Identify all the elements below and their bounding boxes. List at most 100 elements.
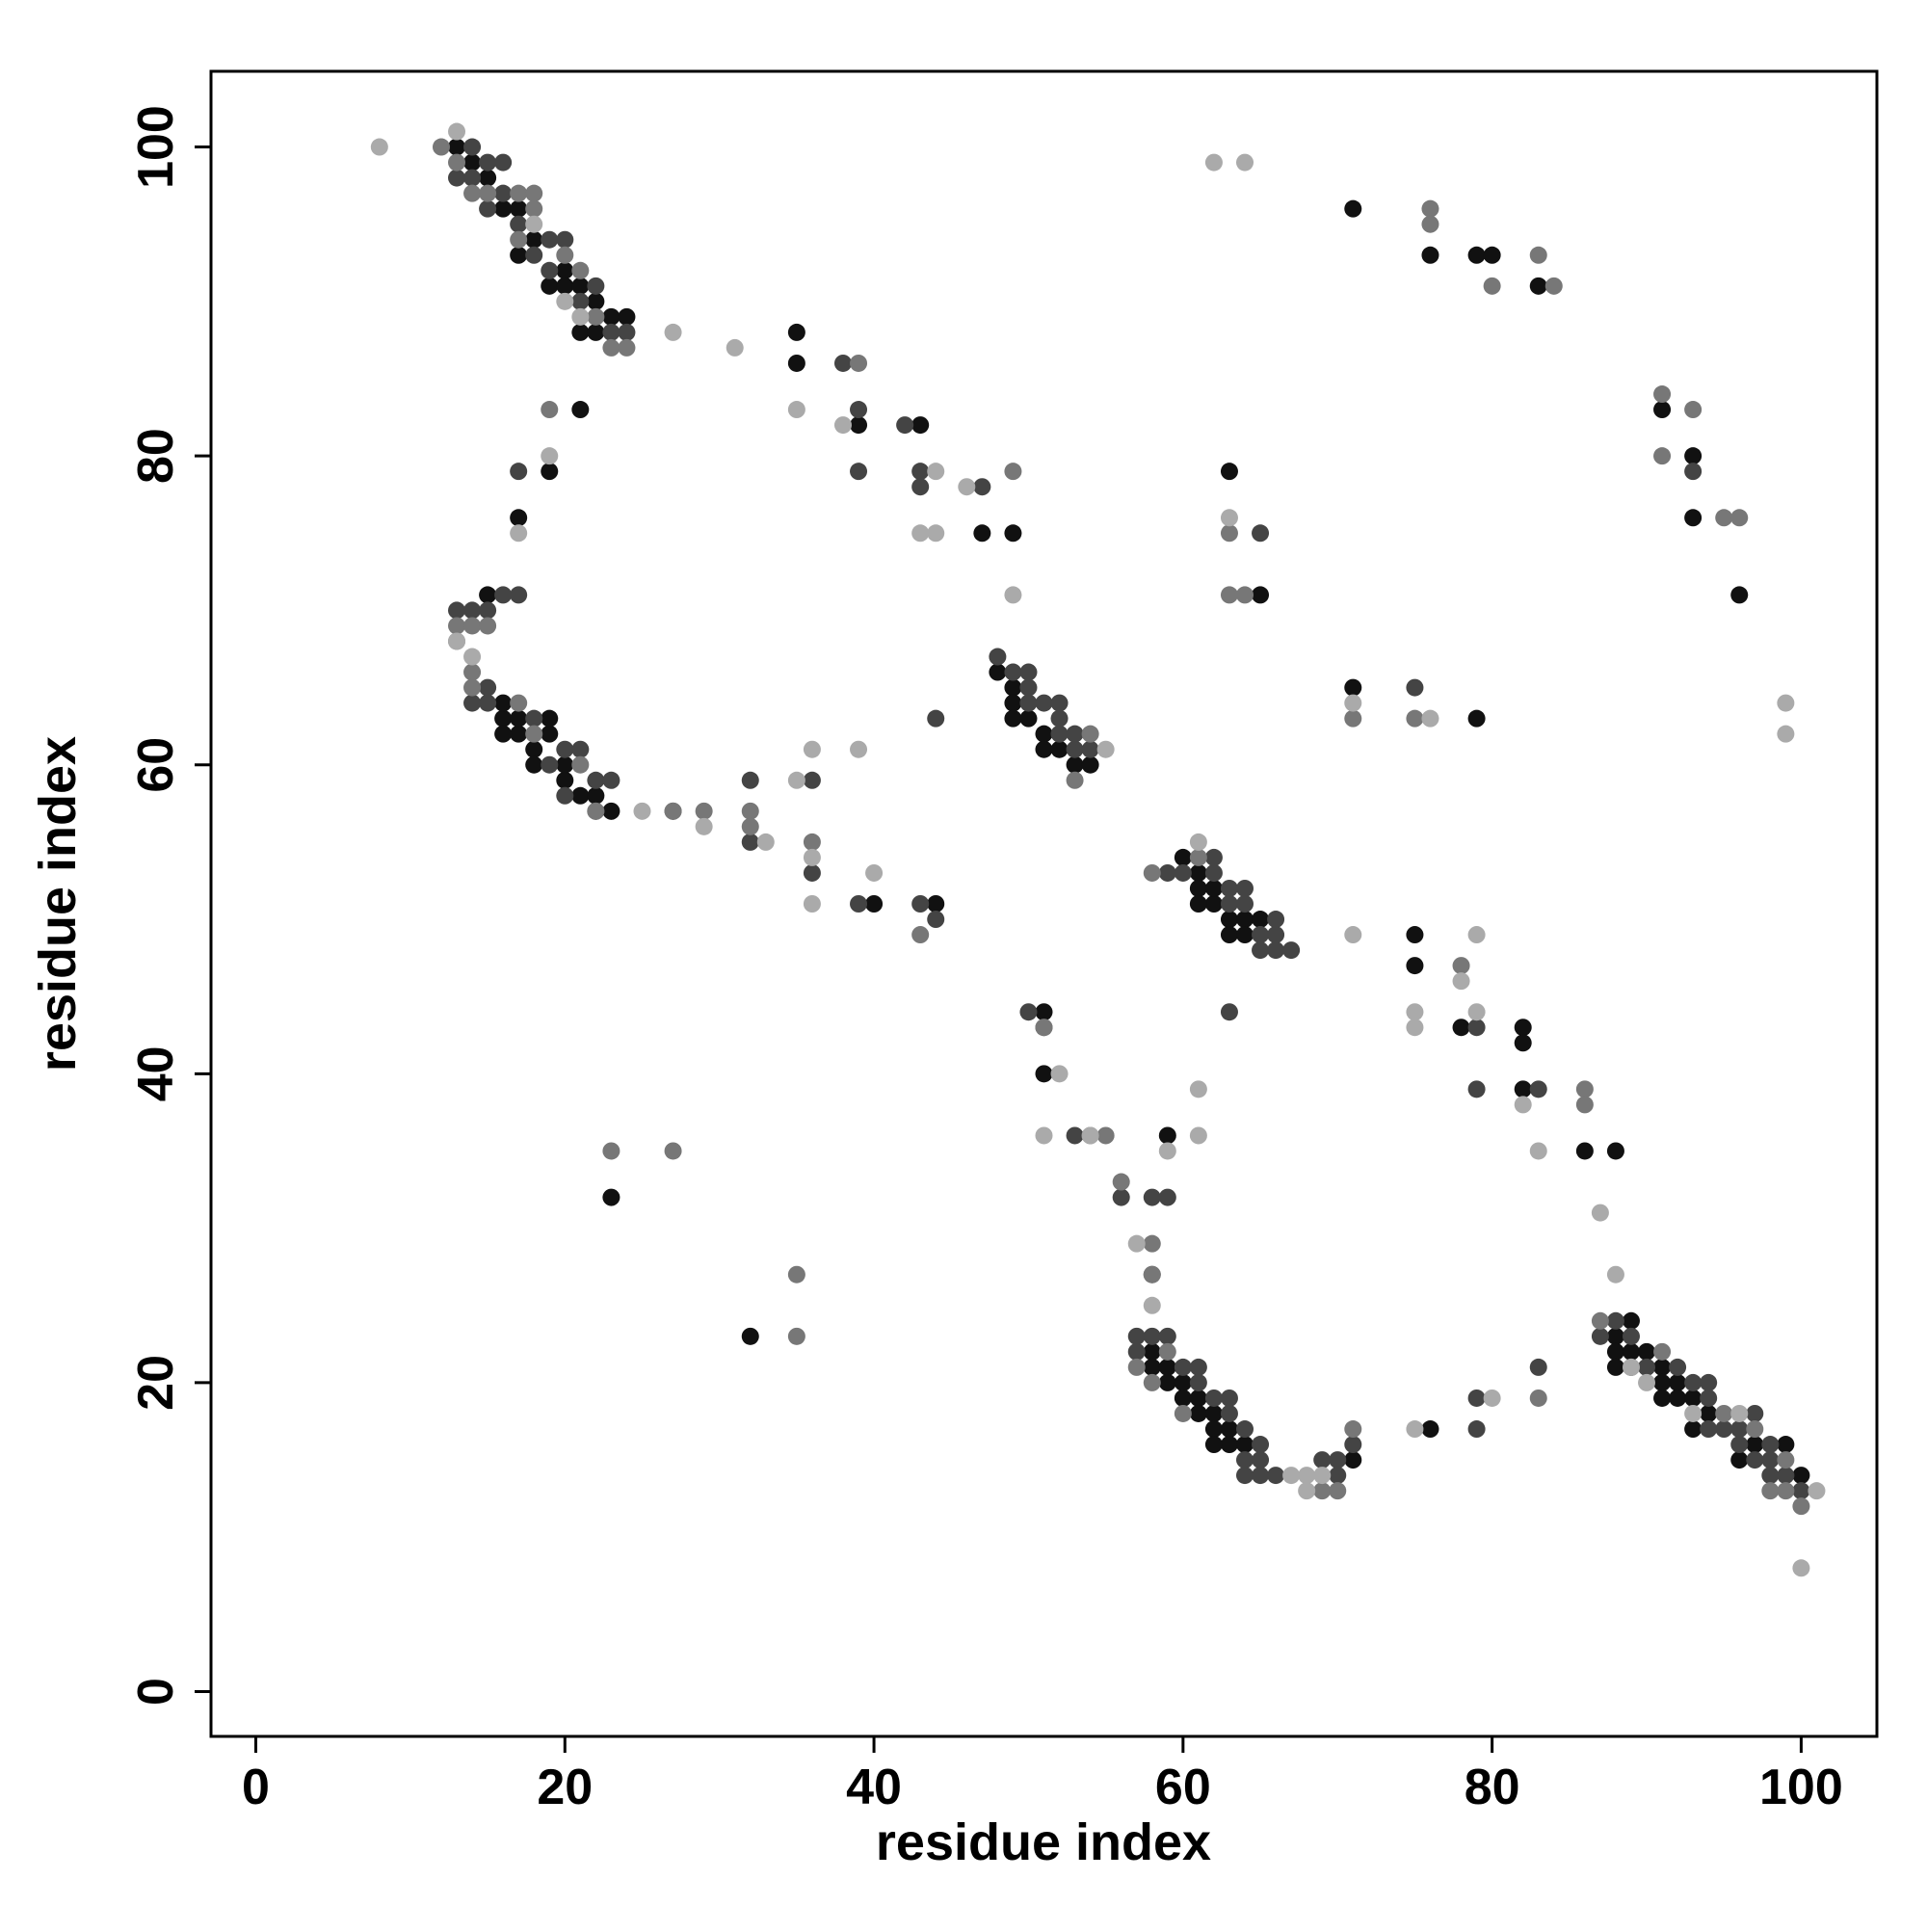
point — [1483, 1389, 1501, 1407]
point — [463, 617, 482, 635]
point — [850, 354, 868, 372]
point — [1158, 1373, 1176, 1391]
point — [1252, 1467, 1270, 1485]
point — [1220, 911, 1238, 929]
point — [1204, 153, 1223, 172]
point — [1127, 1234, 1146, 1253]
point — [479, 184, 497, 202]
point — [1467, 1003, 1486, 1021]
point — [1158, 1142, 1176, 1160]
point — [1174, 863, 1192, 882]
point — [510, 694, 528, 712]
point — [1267, 1467, 1285, 1485]
point — [448, 122, 466, 141]
point — [1143, 1234, 1161, 1253]
point — [1761, 1482, 1780, 1500]
point — [1174, 1373, 1192, 1391]
point — [463, 138, 482, 156]
y-tick-label: 60 — [128, 737, 184, 793]
point — [1421, 199, 1439, 218]
x-axis-title: residue index — [876, 1813, 1211, 1871]
point — [1653, 1358, 1672, 1376]
x-tick-label: 80 — [1465, 1760, 1520, 1815]
point — [1452, 1019, 1470, 1037]
point — [587, 802, 605, 820]
point — [556, 292, 574, 310]
point — [803, 833, 821, 851]
point — [556, 230, 574, 249]
point — [911, 926, 930, 944]
point — [1575, 1142, 1594, 1160]
point — [1204, 895, 1223, 913]
point — [1344, 678, 1362, 697]
point — [494, 184, 513, 202]
point — [633, 802, 651, 820]
point — [602, 771, 620, 789]
point — [587, 277, 605, 295]
point — [1189, 1389, 1207, 1407]
point — [1684, 509, 1703, 527]
point — [1483, 277, 1501, 295]
point — [1700, 1420, 1718, 1439]
point — [1174, 848, 1192, 866]
point — [1684, 401, 1703, 419]
point — [927, 463, 945, 481]
point — [510, 524, 528, 543]
point — [911, 416, 930, 435]
point — [787, 354, 805, 372]
point — [1653, 385, 1672, 404]
point — [510, 725, 528, 743]
point — [1761, 1436, 1780, 1454]
point — [1406, 678, 1424, 697]
point — [1606, 1265, 1624, 1284]
point — [1669, 1358, 1687, 1376]
point — [510, 586, 528, 604]
point — [1808, 1482, 1826, 1500]
point — [1529, 1389, 1547, 1407]
point — [1575, 1096, 1594, 1114]
point — [741, 802, 759, 820]
point — [1730, 1420, 1749, 1439]
point — [1344, 1420, 1362, 1439]
point — [1143, 1265, 1161, 1284]
point — [541, 401, 559, 419]
point — [1252, 941, 1270, 960]
point — [787, 401, 805, 419]
point — [1606, 1142, 1624, 1160]
point — [1638, 1358, 1656, 1376]
point — [1684, 1389, 1703, 1407]
point — [803, 895, 821, 913]
point — [1252, 911, 1270, 929]
point — [510, 230, 528, 249]
point — [525, 755, 543, 774]
point — [463, 648, 482, 666]
point — [479, 617, 497, 635]
point — [1127, 1342, 1146, 1361]
point — [1700, 1373, 1718, 1391]
point — [1452, 972, 1470, 991]
point — [1267, 926, 1285, 944]
point — [1761, 1451, 1780, 1469]
point — [1189, 833, 1207, 851]
point — [1004, 524, 1022, 543]
point — [510, 215, 528, 233]
point — [1204, 863, 1223, 882]
point — [1019, 709, 1038, 728]
y-tick-label: 0 — [128, 1678, 184, 1706]
point — [1313, 1467, 1332, 1485]
point — [602, 338, 620, 357]
point — [1514, 1096, 1532, 1114]
point — [664, 802, 682, 820]
point — [741, 771, 759, 789]
point — [1622, 1342, 1640, 1361]
point — [1174, 1404, 1192, 1422]
x-tick-label: 20 — [537, 1760, 593, 1815]
point — [1050, 694, 1069, 712]
y-tick-label: 40 — [128, 1045, 184, 1101]
point — [479, 694, 497, 712]
point — [1050, 1065, 1069, 1083]
point — [1035, 1003, 1053, 1021]
point — [556, 246, 574, 264]
point — [1204, 1420, 1223, 1439]
